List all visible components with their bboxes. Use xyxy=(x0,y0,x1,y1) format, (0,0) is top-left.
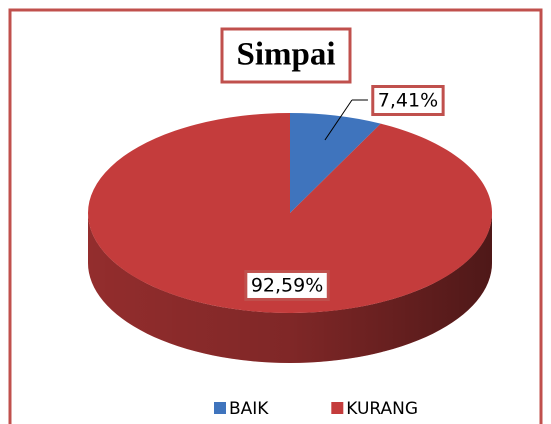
data-label: 7,41% xyxy=(378,90,438,112)
chart-title: Simpai xyxy=(236,37,335,73)
pie-slice xyxy=(88,112,493,313)
data-label: 92,59% xyxy=(251,274,323,296)
leader-line xyxy=(324,99,353,141)
data-label-box xyxy=(244,269,330,301)
legend-swatch xyxy=(331,402,344,414)
pie-side-shade xyxy=(88,213,492,363)
data-label-box xyxy=(371,85,445,116)
title-box xyxy=(220,27,352,84)
legend-label: BAIK xyxy=(229,399,269,419)
legend-swatch xyxy=(214,402,226,414)
pie xyxy=(88,112,493,363)
data-labels: 7,41% 92,59% xyxy=(244,85,445,301)
legend-label: KURANG xyxy=(346,399,418,419)
legend: BAIK KURANG xyxy=(214,399,418,419)
pie-slice xyxy=(290,113,381,213)
